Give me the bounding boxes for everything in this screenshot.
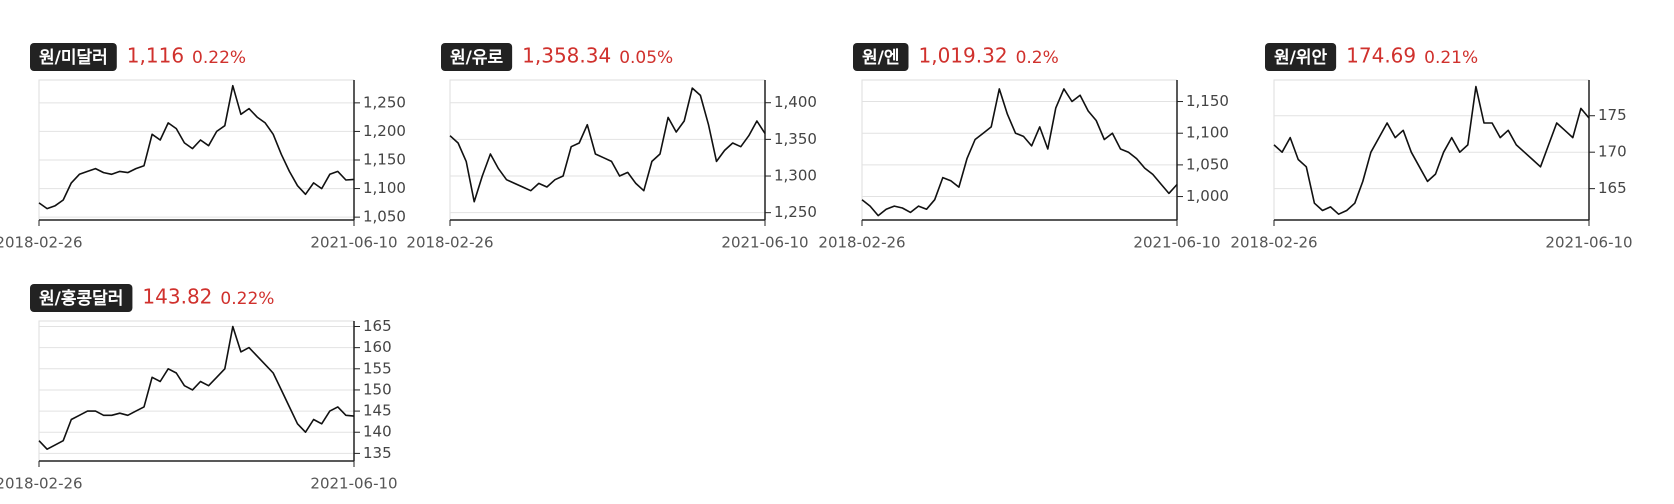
pair-title: 원/위안	[1274, 48, 1327, 68]
x-tick-label: 2021-06-10	[721, 234, 808, 252]
change: 0.05%	[619, 48, 673, 68]
title-badge	[853, 43, 909, 71]
plot-frame	[861, 79, 1177, 220]
x-tick-label: 2021-06-10	[310, 475, 397, 493]
x-tick-label: 2021-06-10	[1133, 234, 1220, 252]
y-tick-label: 1,100	[363, 179, 406, 197]
y-tick-label: 135	[363, 444, 392, 462]
pair-title: 원/유로	[450, 48, 503, 68]
x-tick-label: 2021-06-10	[1545, 234, 1632, 252]
rate-line	[861, 88, 1178, 217]
y-tick-label: 175	[1598, 106, 1627, 124]
change: 0.21%	[1424, 48, 1478, 68]
x-tick-label: 2021-06-10	[310, 234, 397, 252]
change: 0.22%	[192, 48, 246, 68]
y-tick-label: 1,150	[363, 151, 406, 169]
change: 0.2%	[1016, 48, 1059, 68]
plot-frame	[38, 320, 354, 461]
x-tick-label: 2018-02-26	[1230, 234, 1317, 252]
rate-line	[38, 325, 355, 450]
y-tick-label: 140	[363, 423, 392, 441]
y-tick-label: 1,050	[1186, 155, 1229, 173]
y-tick-label: 145	[363, 402, 392, 420]
x-tick-label: 2018-02-26	[818, 234, 905, 252]
y-tick-label: 165	[1598, 179, 1627, 197]
title-badge	[441, 43, 513, 71]
price: 1,116	[127, 44, 184, 68]
plot-frame	[449, 79, 765, 220]
y-tick-label: 1,000	[1186, 187, 1229, 205]
pair-title: 원/미달러	[39, 47, 108, 68]
y-tick-label: 1,200	[363, 122, 406, 140]
y-tick-label: 1,150	[1186, 92, 1229, 110]
x-tick-label: 2018-02-26	[406, 234, 493, 252]
plot-frame	[1273, 79, 1589, 220]
title-badge	[30, 284, 133, 312]
y-tick-label: 1,350	[774, 130, 817, 148]
price: 1,019.32	[919, 44, 1008, 68]
title-badge	[1265, 43, 1337, 71]
rate-line	[449, 87, 766, 203]
y-tick-label: 1,300	[774, 167, 817, 185]
pair-title: 원/엔	[862, 48, 900, 68]
y-tick-label: 165	[363, 317, 392, 335]
y-tick-label: 170	[1598, 143, 1627, 161]
rate-line	[1273, 85, 1590, 215]
y-tick-label: 160	[363, 338, 392, 356]
price: 143.82	[142, 285, 212, 309]
y-tick-label: 1,250	[363, 93, 406, 111]
x-tick-label: 2018-02-26	[0, 475, 83, 493]
title-badge	[30, 43, 117, 71]
y-tick-label: 150	[363, 380, 392, 398]
y-tick-label: 1,250	[774, 203, 817, 221]
change: 0.22%	[220, 289, 274, 309]
price: 174.69	[1346, 44, 1416, 68]
pair-title: 원/홍콩달러	[39, 288, 123, 309]
y-tick-label: 1,400	[774, 93, 817, 111]
y-tick-label: 155	[363, 359, 392, 377]
rate-line	[38, 84, 355, 210]
y-tick-label: 1,050	[363, 208, 406, 226]
price: 1,358.34	[522, 44, 611, 68]
y-tick-label: 1,100	[1186, 124, 1229, 142]
plot-frame	[38, 79, 354, 220]
x-tick-label: 2018-02-26	[0, 234, 83, 252]
